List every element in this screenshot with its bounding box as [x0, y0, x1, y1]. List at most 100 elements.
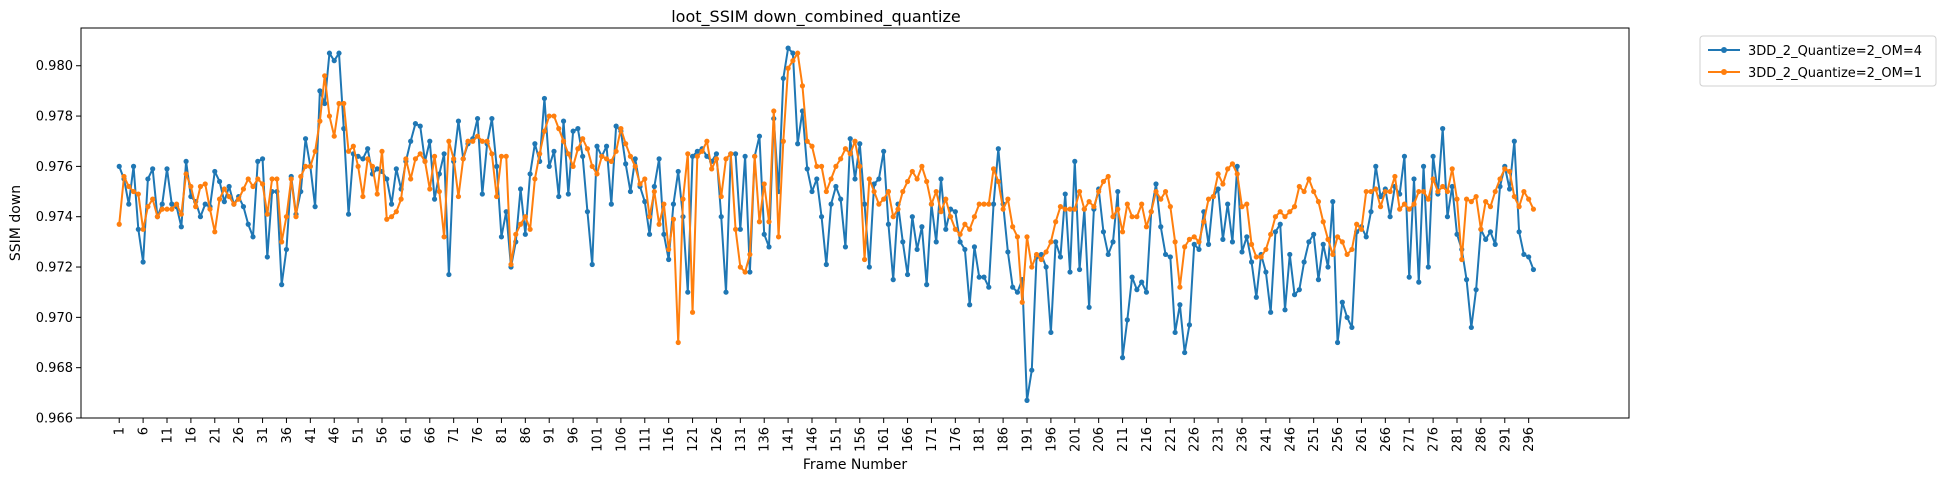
data-point: [393, 166, 399, 172]
data-point: [1406, 206, 1412, 212]
x-tick-label: 211: [1116, 427, 1131, 452]
data-point: [221, 186, 227, 192]
data-point: [1105, 173, 1111, 180]
data-point: [833, 183, 839, 190]
data-point: [785, 45, 791, 51]
data-point: [943, 196, 949, 202]
data-point: [742, 153, 748, 159]
data-point: [699, 148, 705, 154]
data-point: [470, 138, 476, 144]
data-point: [570, 163, 576, 169]
data-point: [1248, 241, 1255, 247]
data-point: [814, 163, 820, 169]
data-point: [866, 264, 872, 270]
data-point: [957, 231, 963, 237]
data-point: [565, 191, 571, 197]
data-point: [264, 211, 270, 217]
data-point: [1215, 171, 1221, 177]
data-point: [1320, 219, 1326, 225]
data-point: [1100, 178, 1107, 185]
x-tick-label: 176: [949, 427, 964, 452]
data-point: [341, 126, 347, 132]
data-point: [1411, 201, 1417, 207]
data-point: [670, 216, 677, 222]
legend-label-om1: 3DD_2_Quantize=2_OM=1: [1748, 66, 1922, 81]
data-point: [642, 176, 648, 182]
data-point: [1172, 239, 1178, 245]
y-tick-label: 0.966: [36, 412, 73, 427]
x-tick-label: 91: [543, 427, 558, 444]
data-point: [1430, 153, 1436, 159]
x-tick-label: 156: [853, 427, 868, 452]
data-point: [952, 209, 958, 215]
data-point: [1473, 193, 1479, 200]
data-point: [919, 163, 925, 169]
data-point: [379, 148, 385, 154]
data-point: [498, 234, 505, 240]
data-point: [761, 231, 767, 237]
data-point: [651, 183, 657, 190]
data-point: [1449, 166, 1455, 172]
data-point: [1186, 236, 1193, 242]
x-tick-label: 251: [1307, 427, 1322, 452]
data-point: [145, 176, 151, 182]
data-point: [1483, 199, 1489, 205]
data-point: [494, 163, 500, 169]
data-point: [623, 161, 629, 167]
data-point: [1387, 188, 1393, 195]
data-point: [1239, 249, 1245, 255]
data-point: [1387, 214, 1393, 220]
data-point: [1005, 196, 1011, 202]
data-point: [1115, 188, 1121, 195]
data-point: [388, 214, 395, 220]
data-point: [1296, 183, 1302, 190]
data-point: [995, 146, 1001, 152]
data-point: [1330, 251, 1336, 258]
data-point: [1325, 264, 1331, 270]
x-tick-label: 206: [1092, 427, 1107, 452]
x-tick-label: 266: [1379, 427, 1394, 452]
data-point: [1377, 193, 1384, 200]
data-point: [976, 274, 982, 280]
data-point: [689, 309, 696, 315]
data-point: [1339, 299, 1345, 305]
x-tick-label: 16: [184, 427, 199, 444]
legend: 3DD_2_Quantize=2_OM=4 3DD_2_Quantize=2_O…: [1699, 35, 1937, 87]
data-point: [331, 58, 337, 64]
y-tick-label: 0.978: [36, 110, 73, 125]
y-axis: 0.966 0.968 0.970 0.972 0.974 0.976 0.978 0.980: [36, 59, 81, 427]
data-point: [508, 261, 514, 268]
data-point: [503, 153, 509, 159]
x-tick-label: 161: [877, 427, 892, 452]
data-point: [1081, 206, 1087, 212]
data-point: [1430, 176, 1436, 182]
data-point: [1459, 256, 1465, 263]
data-point: [1086, 304, 1092, 310]
data-point: [785, 65, 791, 71]
data-point: [732, 226, 739, 232]
data-point: [1010, 284, 1016, 290]
x-tick-label: 201: [1068, 427, 1083, 452]
data-point: [398, 196, 404, 202]
x-tick-label: 226: [1188, 427, 1203, 452]
data-point: [1043, 249, 1049, 255]
x-tick-label: 66: [423, 427, 438, 444]
data-point: [422, 158, 428, 164]
data-point: [1096, 188, 1102, 195]
data-point: [546, 113, 552, 119]
data-point: [904, 178, 911, 185]
data-point: [1377, 204, 1384, 210]
data-point: [255, 176, 261, 182]
data-point: [823, 261, 829, 268]
data-point: [1244, 201, 1250, 207]
data-point: [1277, 209, 1283, 215]
data-point: [876, 176, 882, 182]
x-tick-label: 36: [280, 427, 295, 444]
data-point: [1363, 188, 1369, 195]
data-point: [1440, 126, 1446, 132]
y-axis-label: SSIM down: [8, 185, 24, 261]
data-point: [1177, 302, 1183, 308]
data-point: [336, 100, 342, 107]
data-point: [1210, 193, 1216, 200]
data-point: [517, 186, 524, 192]
